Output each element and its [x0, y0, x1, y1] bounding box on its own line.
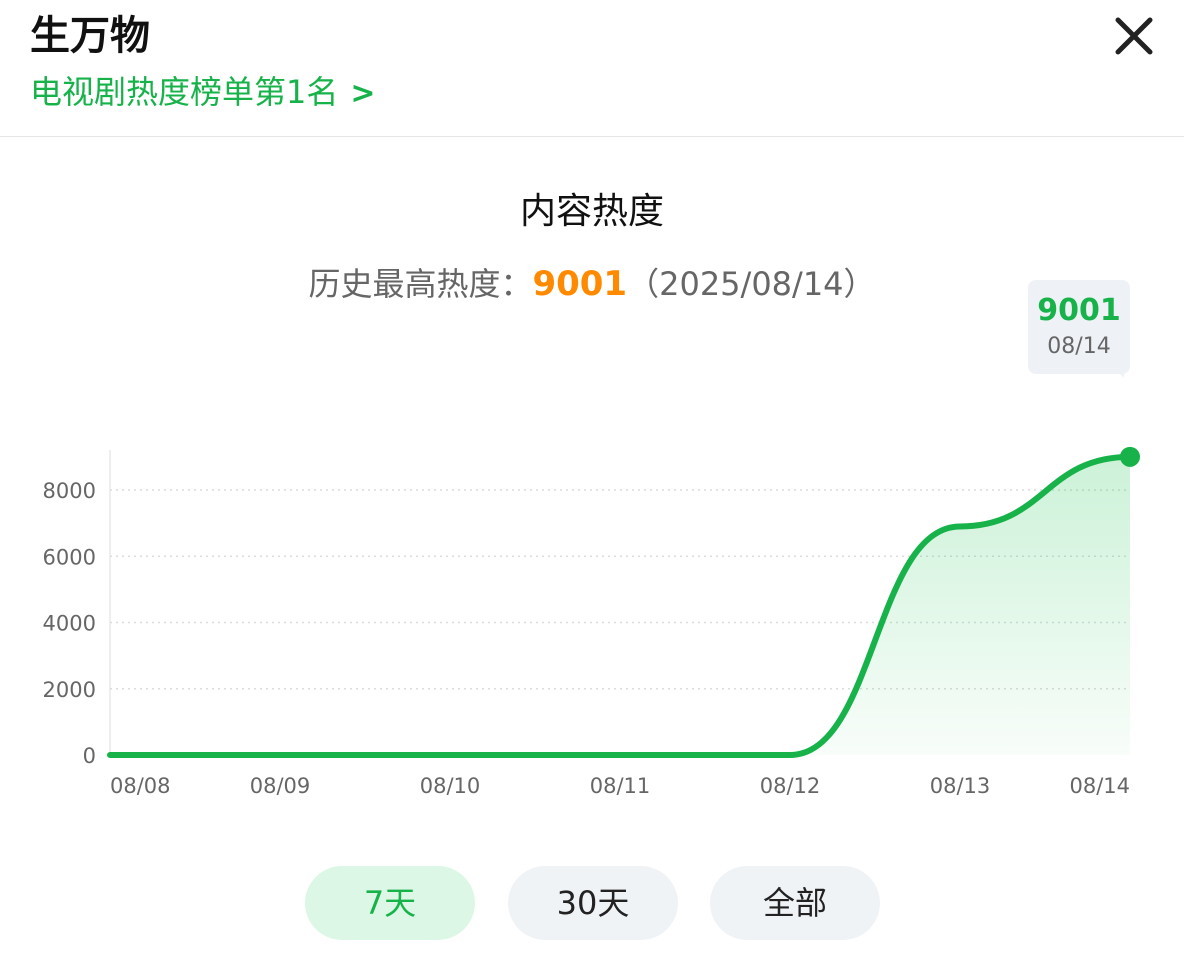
y-tick-label: 4000	[43, 612, 96, 636]
popularity-chart: 0 2000 4000 6000 8000 08/08 08/09 08/10 08/11 08…	[43, 446, 1140, 798]
range-7-days-button[interactable]: 7天	[305, 866, 475, 940]
range-all-button[interactable]: 全部	[710, 866, 880, 940]
x-tick-label: 08/12	[760, 774, 821, 798]
chevron-right-icon: >	[350, 76, 376, 111]
header: 生万物 电视剧热度榜单第1名 >	[0, 0, 1184, 137]
rank-link[interactable]: 电视剧热度榜单第1名 >	[30, 70, 376, 116]
highlight-point[interactable]	[1120, 446, 1140, 467]
close-button[interactable]	[1108, 10, 1160, 62]
y-tick-label: 2000	[43, 678, 96, 702]
series-area	[110, 456, 1130, 755]
tooltip-value: 9001	[1037, 293, 1121, 328]
peak-date: （2025/08/14）	[627, 265, 876, 303]
peak-summary: 历史最高热度：9001（2025/08/14）	[0, 258, 1184, 310]
x-tick-label: 08/11	[590, 774, 651, 798]
x-tick-label: 08/10	[420, 774, 481, 798]
tooltip-date: 08/14	[1047, 334, 1111, 359]
close-icon	[1115, 17, 1153, 55]
x-tick-label: 08/08	[110, 774, 171, 798]
y-tick-label: 0	[83, 744, 96, 768]
peak-value: 9001	[532, 264, 628, 304]
range-30-days-button[interactable]: 30天	[508, 866, 678, 940]
show-title: 生万物	[30, 13, 150, 59]
value-tooltip: 9001 08/14	[1028, 280, 1130, 374]
x-tick-label: 08/14	[1069, 774, 1130, 798]
x-tick-label: 08/13	[930, 774, 991, 798]
rank-link-label: 电视剧热度榜单第1名	[30, 73, 339, 111]
peak-label: 历史最高热度：	[308, 265, 533, 303]
section-title: 内容热度	[519, 191, 664, 232]
tooltip-tail	[1112, 366, 1124, 378]
series-line	[107, 453, 1133, 758]
y-tick-label: 8000	[43, 479, 96, 503]
x-tick-label: 08/09	[250, 774, 311, 798]
y-tick-label: 6000	[43, 545, 96, 569]
